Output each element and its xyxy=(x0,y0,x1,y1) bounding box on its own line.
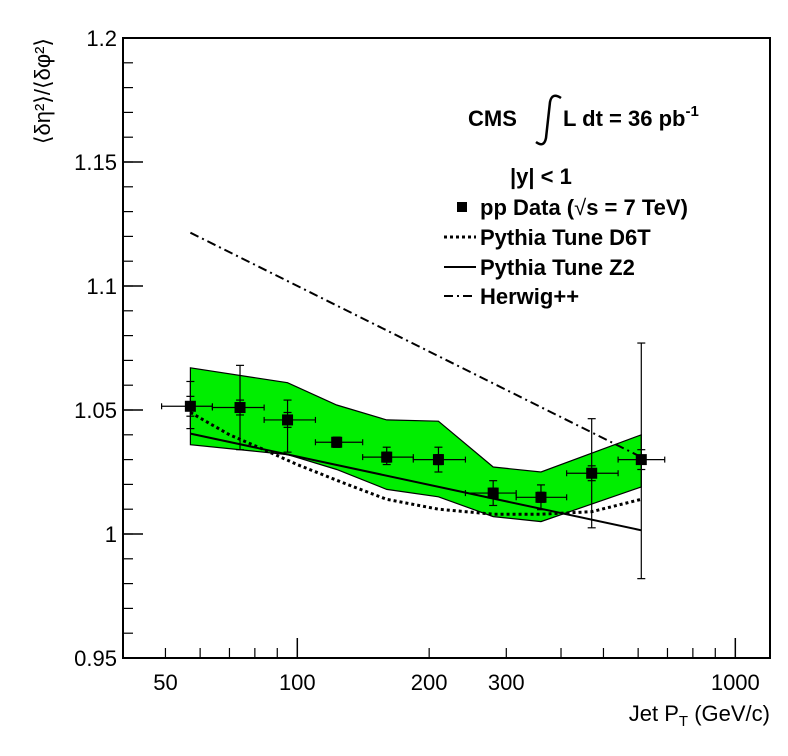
luminosity-label: L dt = 36 pb-1 xyxy=(563,103,699,131)
data-marker xyxy=(184,400,196,412)
legend-marker-data xyxy=(457,202,467,212)
systematic-band xyxy=(189,367,642,523)
x-tick-label: 100 xyxy=(279,670,316,695)
x-axis-title-main: Jet P xyxy=(629,701,679,726)
data-point xyxy=(263,399,317,453)
y-tick-label: 0.95 xyxy=(74,646,117,671)
data-marker xyxy=(487,487,499,499)
legend: pp Data (√s = 7 TeV) Pythia Tune D6T Pyt… xyxy=(444,195,688,309)
axis-ticks-layer: 0.95 1 1.05 1.1 1.15 1.2 50 100 200 300 1000 xyxy=(74,26,760,695)
data-marker xyxy=(432,454,444,466)
data-point xyxy=(515,484,568,511)
data-marker xyxy=(381,451,393,463)
data-point xyxy=(412,446,467,473)
integral-sign-icon xyxy=(535,94,562,146)
y-tick-label: 1.1 xyxy=(86,274,117,299)
plot-frame xyxy=(122,37,771,659)
data-marker xyxy=(535,491,547,503)
y-tick-label: 1 xyxy=(105,522,117,547)
data-point xyxy=(566,418,619,529)
legend-label-herwig: Herwig++ xyxy=(480,284,579,309)
y-tick-label: 1.05 xyxy=(74,398,117,423)
y-axis-title: ⟨δη²⟩/⟨δφ²⟩ xyxy=(30,38,55,144)
data-marker xyxy=(331,436,343,448)
x-axis-title: Jet PT (GeV/c) xyxy=(629,701,770,730)
curve-herwig xyxy=(189,231,642,458)
luminosity-text: L dt = 36 pb xyxy=(563,106,685,131)
x-axis-title-subscript: T xyxy=(679,713,688,730)
legend-label-data: pp Data (√s = 7 TeV) xyxy=(480,195,688,220)
legend-label-data-main: pp Data ( xyxy=(480,195,575,220)
legend-label-data-energy: s = 7 TeV) xyxy=(586,195,688,220)
data-point xyxy=(617,342,666,580)
data-point xyxy=(211,364,265,451)
legend-label-d6t: Pythia Tune D6T xyxy=(480,225,651,250)
luminosity-exponent: -1 xyxy=(685,103,698,120)
legend-label-z2: Pythia Tune Z2 xyxy=(480,255,635,280)
x-axis-title-unit: (GeV/c) xyxy=(688,701,770,726)
y-tick-label: 1.2 xyxy=(86,26,117,51)
x-tick-label: 1000 xyxy=(711,670,760,695)
systematic-band-layer xyxy=(189,367,642,523)
data-point xyxy=(464,480,517,507)
rapidity-label: |y| < 1 xyxy=(510,164,572,189)
sqrt-symbol-icon: √ xyxy=(574,195,587,220)
data-point xyxy=(314,436,364,448)
data-points-layer xyxy=(161,342,666,580)
x-tick-label: 200 xyxy=(411,670,448,695)
curve-pythia-z2 xyxy=(190,432,642,532)
y-tick-label: 1.15 xyxy=(74,150,117,175)
x-tick-label: 50 xyxy=(153,670,177,695)
data-marker xyxy=(635,454,647,466)
model-curves-layer xyxy=(189,231,642,532)
data-marker xyxy=(234,402,246,414)
data-marker xyxy=(282,414,294,426)
cms-label: CMS xyxy=(468,106,517,131)
x-tick-label: 300 xyxy=(488,670,525,695)
data-marker xyxy=(586,467,598,479)
